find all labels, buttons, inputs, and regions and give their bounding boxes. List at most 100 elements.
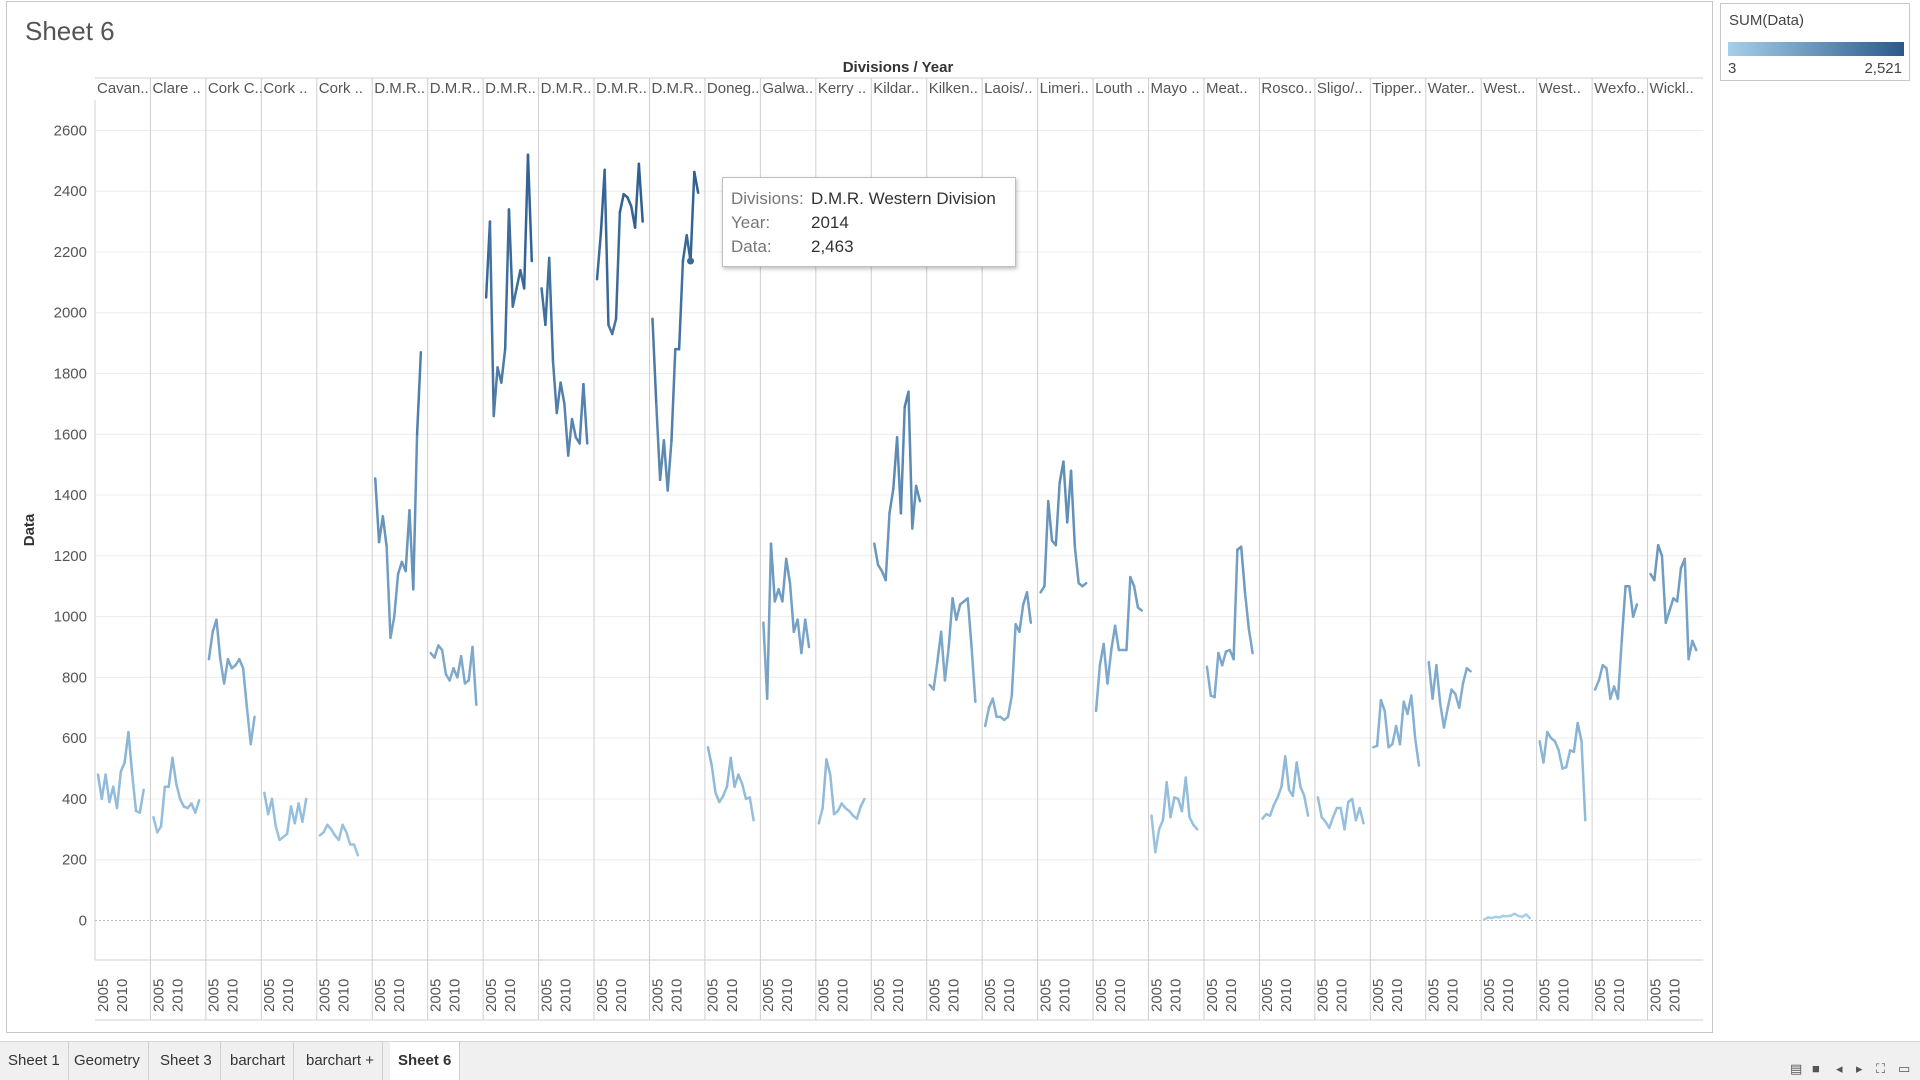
tab-barchart-plus[interactable]: barchart +: [298, 1042, 383, 1080]
series-line-segment[interactable]: [207, 630, 214, 661]
series-line-segment[interactable]: [1379, 698, 1386, 713]
series-line-segment[interactable]: [765, 542, 773, 700]
division-header-label[interactable]: Wickl..: [1650, 80, 1694, 97]
series-line-segment[interactable]: [1687, 639, 1694, 661]
series-line-segment[interactable]: [1303, 794, 1310, 817]
division-header-label[interactable]: D.M.R..: [596, 80, 647, 97]
series-line-segment[interactable]: [301, 797, 308, 823]
series-line-segment[interactable]: [104, 773, 111, 804]
series-line-segment[interactable]: [1465, 667, 1472, 673]
series-line-segment[interactable]: [488, 220, 495, 418]
series-line-segment[interactable]: [1169, 796, 1176, 819]
series-line-segment[interactable]: [1438, 701, 1446, 729]
series-line-segment[interactable]: [932, 660, 939, 691]
series-line-segment[interactable]: [1350, 797, 1358, 822]
series-line-segment[interactable]: [222, 657, 230, 685]
series-line-segment[interactable]: [1268, 803, 1276, 817]
series-line-segment[interactable]: [1283, 755, 1291, 792]
series-line-segment[interactable]: [873, 542, 880, 567]
series-line-segment[interactable]: [263, 791, 270, 816]
series-line-segment[interactable]: [859, 797, 866, 808]
series-line-segment[interactable]: [899, 405, 906, 515]
series-line-segment[interactable]: [614, 211, 622, 321]
series-line-segment[interactable]: [781, 557, 788, 603]
series-line-segment[interactable]: [555, 381, 562, 415]
series-line-segment[interactable]: [733, 773, 740, 789]
division-header-label[interactable]: Cavan..: [97, 80, 149, 97]
color-legend[interactable]: SUM(Data) 3 2,521: [1720, 3, 1910, 81]
presentation-mode-icon[interactable]: ▭: [1898, 1061, 1911, 1076]
series-line-segment[interactable]: [1660, 554, 1668, 624]
series-line-segment[interactable]: [721, 785, 729, 798]
series-line-segment[interactable]: [130, 773, 138, 813]
series-line-segment[interactable]: [1094, 663, 1102, 713]
division-header-label[interactable]: Cork C..: [208, 80, 263, 97]
series-line-segment[interactable]: [551, 360, 559, 415]
series-line-segment[interactable]: [393, 572, 400, 618]
highlighted-data-point[interactable]: [687, 257, 695, 265]
series-line-segment[interactable]: [249, 715, 256, 746]
series-line-segment[interactable]: [322, 823, 329, 834]
division-header-label[interactable]: Wexfo..: [1594, 80, 1645, 97]
series-line-segment[interactable]: [828, 773, 836, 816]
series-line-segment[interactable]: [1553, 739, 1560, 752]
tab-barchart[interactable]: barchart: [222, 1042, 295, 1080]
division-header-label[interactable]: D.M.R..: [541, 80, 592, 97]
series-line-segment[interactable]: [595, 232, 603, 281]
series-line-segment[interactable]: [381, 515, 388, 548]
division-header-label[interactable]: Galwa..: [762, 80, 813, 97]
series-line-segment[interactable]: [492, 366, 499, 418]
prev-sheet-icon[interactable]: ◂: [1836, 1061, 1843, 1076]
series-line-segment[interactable]: [1691, 639, 1698, 652]
series-line-segment[interactable]: [1620, 584, 1627, 643]
series-line-segment[interactable]: [1161, 780, 1168, 822]
division-header-label[interactable]: Water..: [1428, 80, 1475, 97]
series-line-segment[interactable]: [603, 168, 610, 327]
series-line-segment[interactable]: [677, 259, 685, 351]
series-line-segment[interactable]: [788, 581, 796, 634]
series-line-segment[interactable]: [175, 782, 182, 801]
series-line-segment[interactable]: [1593, 679, 1601, 691]
series-line-segment[interactable]: [884, 512, 891, 582]
series-line-segment[interactable]: [610, 317, 618, 336]
series-line-segment[interactable]: [1331, 806, 1339, 819]
series-line-segment[interactable]: [1457, 682, 1465, 710]
series-line-segment[interactable]: [1461, 667, 1469, 685]
series-line-segment[interactable]: [1576, 721, 1583, 743]
series-line-segment[interactable]: [1239, 545, 1247, 594]
series-line-segment[interactable]: [96, 773, 104, 801]
series-line-segment[interactable]: [578, 382, 585, 445]
series-line-segment[interactable]: [800, 618, 807, 655]
division-header-label[interactable]: West..: [1483, 80, 1525, 97]
series-line-segment[interactable]: [1010, 622, 1017, 697]
series-line-segment[interactable]: [1073, 545, 1080, 585]
series-line-segment[interactable]: [1157, 818, 1165, 831]
series-line-segment[interactable]: [178, 797, 186, 808]
series-line-segment[interactable]: [1054, 481, 1061, 547]
series-line-segment[interactable]: [1683, 557, 1690, 661]
series-line-segment[interactable]: [1413, 736, 1421, 767]
division-header-label[interactable]: D.M.R..: [651, 80, 702, 97]
series-line-segment[interactable]: [159, 785, 167, 828]
series-line-segment[interactable]: [939, 630, 947, 682]
series-line-segment[interactable]: [784, 557, 792, 585]
series-line-segment[interactable]: [633, 162, 641, 229]
series-line-segment[interactable]: [1125, 575, 1132, 652]
division-header-label[interactable]: Cork ..: [263, 80, 307, 97]
series-line-segment[interactable]: [1129, 575, 1136, 588]
series-line-segment[interactable]: [219, 657, 226, 685]
series-line-segment[interactable]: [152, 815, 159, 834]
series-line-segment[interactable]: [907, 390, 914, 530]
series-line-segment[interactable]: [1628, 584, 1635, 618]
series-line-segment[interactable]: [522, 153, 530, 290]
series-line-segment[interactable]: [1025, 591, 1033, 624]
series-line-segment[interactable]: [655, 402, 662, 482]
series-line-segment[interactable]: [666, 439, 673, 492]
series-line-segment[interactable]: [1247, 627, 1254, 655]
division-header-label[interactable]: Cork ..: [319, 80, 363, 97]
series-line-segment[interactable]: [440, 648, 448, 676]
series-line-segment[interactable]: [836, 802, 843, 813]
series-line-segment[interactable]: [1295, 761, 1302, 789]
series-line-segment[interactable]: [171, 756, 178, 785]
